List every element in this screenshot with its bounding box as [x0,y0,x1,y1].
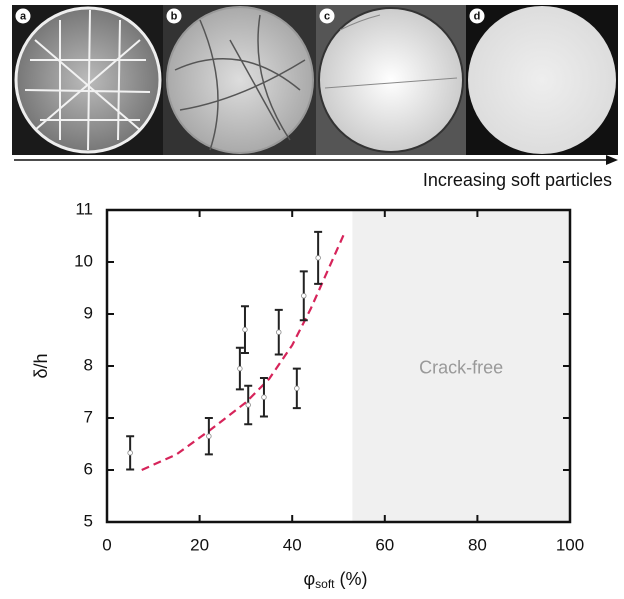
y-tick-label: 6 [84,459,93,478]
x-tick-label: 20 [190,535,209,554]
data-point [276,329,282,335]
shaded-region [352,210,570,522]
x-label-unit: (%) [335,569,368,589]
y-tick-label: 11 [75,199,93,218]
data-point [294,385,300,392]
fit-curve [141,230,347,472]
x-axis-label: φsoft (%) [303,569,367,591]
y-tick-label: 5 [84,511,93,530]
cracks [24,9,151,151]
cracks [324,14,458,89]
sample [468,6,616,154]
x-tick-label: 40 [283,535,302,554]
panel-label: d [474,10,481,22]
panel-badge [15,8,31,24]
panel-badge [166,8,182,24]
data-point [242,326,248,333]
data-point [315,255,321,261]
y-axis-label: δ/h [31,353,51,378]
region-label: Crack-free [419,357,503,377]
x-label-symbol: φ [303,569,315,589]
x-tick-label: 0 [102,535,111,554]
data-point [245,402,251,408]
y-tick-label: 8 [84,355,93,374]
panel-label: a [20,10,27,22]
sample [318,7,464,153]
sample [166,6,314,154]
x-tick-label: 60 [375,535,394,554]
cracks [174,14,306,151]
panel-label: b [171,10,178,22]
data-point [301,293,307,299]
arrow-label: Increasing soft particles [423,170,612,190]
panel-badge [469,8,485,24]
x-tick-label: 100 [556,535,584,554]
y-tick-label: 10 [74,251,93,270]
arrow-head [606,155,618,165]
panel-badge [319,8,335,24]
photo-row [12,5,618,155]
plot-frame [105,208,572,524]
data-point [127,450,133,456]
y-tick-label: 7 [84,407,93,426]
y-tick-label: 9 [84,303,93,322]
panel-label: c [324,10,330,22]
data-point [261,394,267,400]
data-point [206,433,212,439]
x-tick-label: 80 [468,535,487,554]
x-label-subscript: soft [315,577,335,591]
data-point [237,365,243,372]
